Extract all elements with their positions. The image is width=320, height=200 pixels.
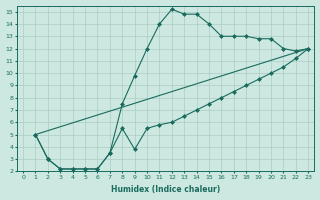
X-axis label: Humidex (Indice chaleur): Humidex (Indice chaleur) [111,185,220,194]
